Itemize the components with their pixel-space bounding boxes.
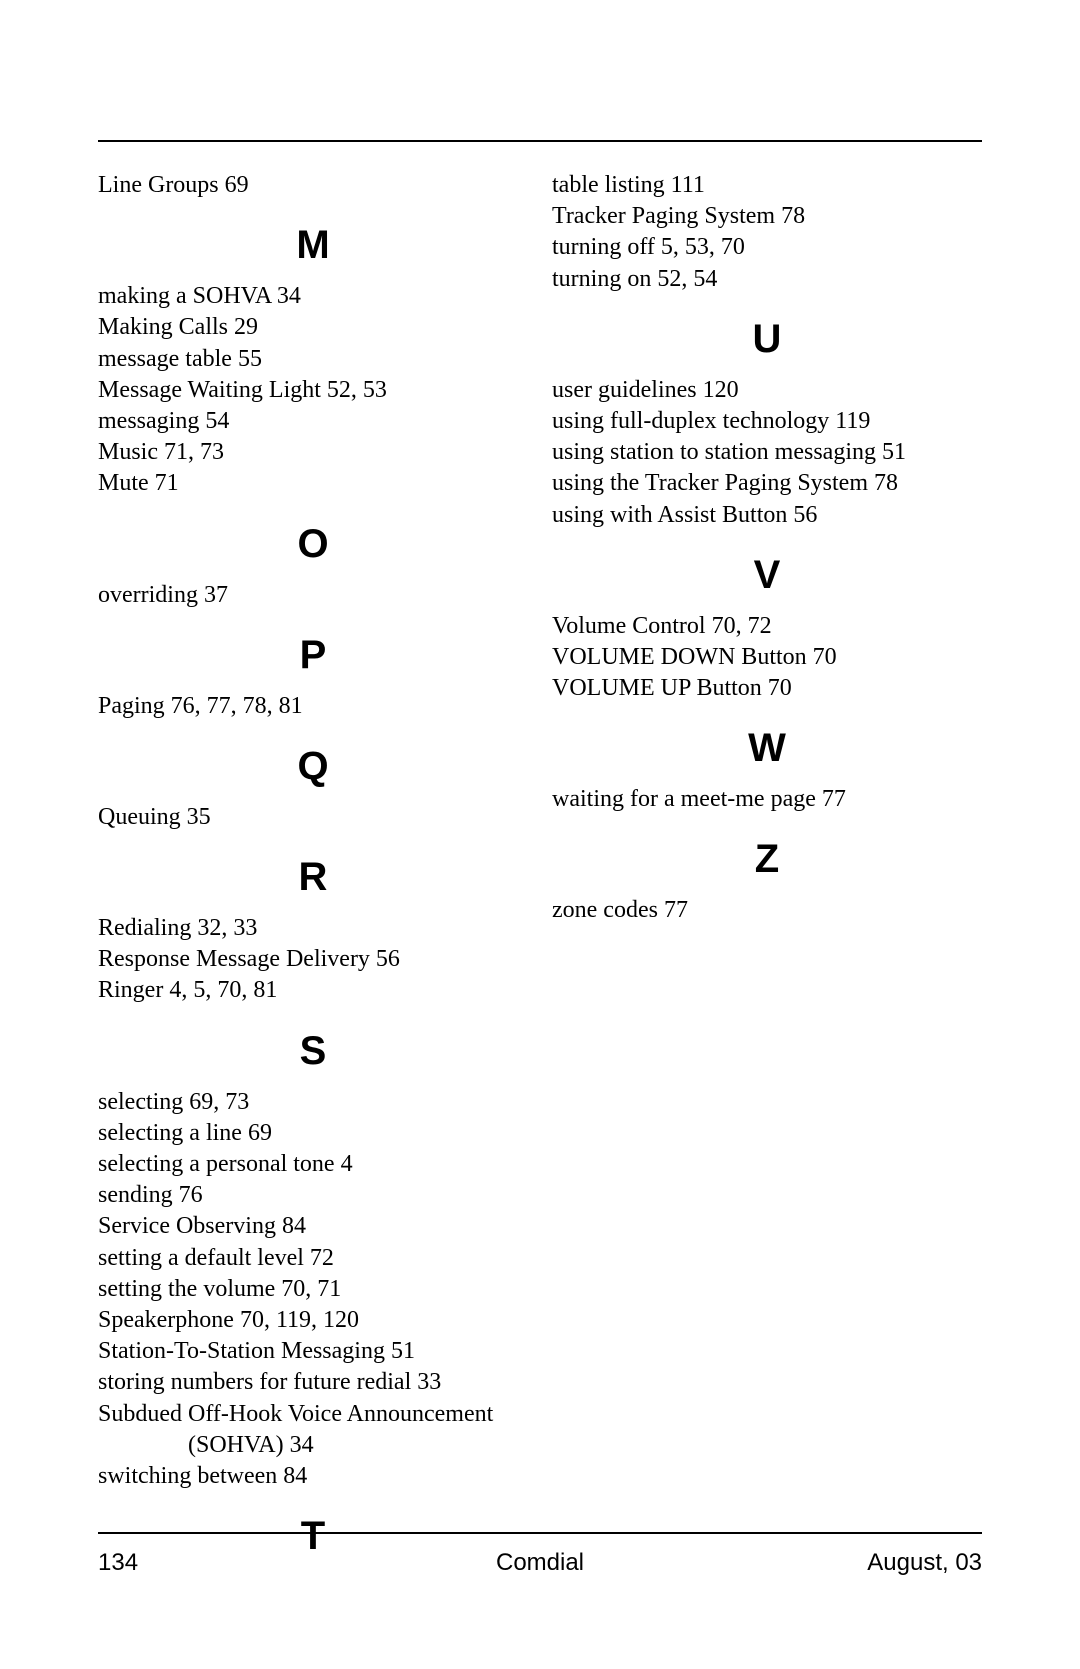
index-entry-group: user guidelines 120using full-duplex tec… — [552, 375, 982, 531]
page-footer: 134 Comdial August, 03 — [98, 1549, 982, 1577]
index-entry: Redialing 32, 33 — [98, 913, 528, 944]
index-entry: waiting for a meet-me page 77 — [552, 784, 982, 815]
index-entry: Tracker Paging System 78 — [552, 201, 982, 232]
index-entry: Line Groups 69 — [98, 170, 528, 201]
index-entry-group: selecting 69, 73selecting a line 69selec… — [98, 1087, 528, 1492]
index-letter-heading: M — [98, 223, 528, 267]
index-entry: Making Calls 29 — [98, 312, 528, 343]
index-entry: turning on 52, 54 — [552, 264, 982, 295]
index-entry-group: overriding 37 — [98, 580, 528, 611]
index-entry: user guidelines 120 — [552, 375, 982, 406]
index-entry: selecting a personal tone 4 — [98, 1149, 528, 1180]
index-column-right: table listing 111Tracker Paging System 7… — [552, 170, 982, 1572]
index-entry: Speakerphone 70, 119, 120 — [98, 1305, 528, 1336]
index-entry-group: zone codes 77 — [552, 895, 982, 926]
index-entry: Service Observing 84 — [98, 1211, 528, 1242]
index-column-left: Line Groups 69 Mmaking a SOHVA 34Making C… — [98, 170, 528, 1572]
index-entry: Paging 76, 77, 78, 81 — [98, 691, 528, 722]
index-entry-group: Volume Control 70, 72VOLUME DOWN Button … — [552, 611, 982, 705]
index-entry: Subdued Off-Hook Voice Announcement — [98, 1399, 528, 1430]
index-entry: setting a default level 72 — [98, 1243, 528, 1274]
index-letter-heading: U — [552, 317, 982, 361]
index-entry: Music 71, 73 — [98, 437, 528, 468]
top-rule — [98, 140, 982, 142]
index-letter-heading: R — [98, 855, 528, 899]
index-entry: Response Message Delivery 56 — [98, 944, 528, 975]
index-entry: Station-To-Station Messaging 51 — [98, 1336, 528, 1367]
index-letter-heading: P — [98, 633, 528, 677]
index-entry: (SOHVA) 34 — [98, 1430, 528, 1461]
index-entry: Mute 71 — [98, 468, 528, 499]
index-entry: using full-duplex technology 119 — [552, 406, 982, 437]
index-entry: using station to station messaging 51 — [552, 437, 982, 468]
index-entry: overriding 37 — [98, 580, 528, 611]
index-entry-group: making a SOHVA 34Making Calls 29message … — [98, 281, 528, 499]
index-entry: VOLUME DOWN Button 70 — [552, 642, 982, 673]
index-entry: storing numbers for future redial 33 — [98, 1367, 528, 1398]
index-entry: making a SOHVA 34 — [98, 281, 528, 312]
index-letter-heading: W — [552, 726, 982, 770]
footer-center: Comdial — [393, 1549, 688, 1577]
index-letter-heading: V — [552, 553, 982, 597]
index-page: Line Groups 69 Mmaking a SOHVA 34Making C… — [0, 0, 1080, 1669]
index-letter-heading: O — [98, 522, 528, 566]
index-entry-group: table listing 111Tracker Paging System 7… — [552, 170, 982, 295]
index-entry-group: Redialing 32, 33Response Message Deliver… — [98, 913, 528, 1007]
index-entry: message table 55 — [98, 344, 528, 375]
footer-rule — [98, 1532, 982, 1534]
index-entry: switching between 84 — [98, 1461, 528, 1492]
index-entry-group: Queuing 35 — [98, 802, 528, 833]
index-entry: selecting 69, 73 — [98, 1087, 528, 1118]
index-entry: Message Waiting Light 52, 53 — [98, 375, 528, 406]
index-entry: Queuing 35 — [98, 802, 528, 833]
index-entry: table listing 111 — [552, 170, 982, 201]
index-entry: using the Tracker Paging System 78 — [552, 468, 982, 499]
index-entry: VOLUME UP Button 70 — [552, 673, 982, 704]
index-entry: sending 76 — [98, 1180, 528, 1211]
index-letter-heading: Q — [98, 744, 528, 788]
index-entry: Ringer 4, 5, 70, 81 — [98, 975, 528, 1006]
index-entry-group: waiting for a meet-me page 77 — [552, 784, 982, 815]
footer-page-number: 134 — [98, 1549, 393, 1577]
index-entry-group: Paging 76, 77, 78, 81 — [98, 691, 528, 722]
index-entry: turning off 5, 53, 70 — [552, 232, 982, 263]
index-entry: messaging 54 — [98, 406, 528, 437]
index-entry: zone codes 77 — [552, 895, 982, 926]
index-entry: using with Assist Button 56 — [552, 500, 982, 531]
index-letter-heading: Z — [552, 837, 982, 881]
footer-date: August, 03 — [687, 1549, 982, 1577]
index-entry: Volume Control 70, 72 — [552, 611, 982, 642]
index-letter-heading: S — [98, 1029, 528, 1073]
index-entry: setting the volume 70, 71 — [98, 1274, 528, 1305]
index-columns: Line Groups 69 Mmaking a SOHVA 34Making C… — [98, 170, 982, 1572]
index-entry: selecting a line 69 — [98, 1118, 528, 1149]
index-entry-group: Line Groups 69 — [98, 170, 528, 201]
